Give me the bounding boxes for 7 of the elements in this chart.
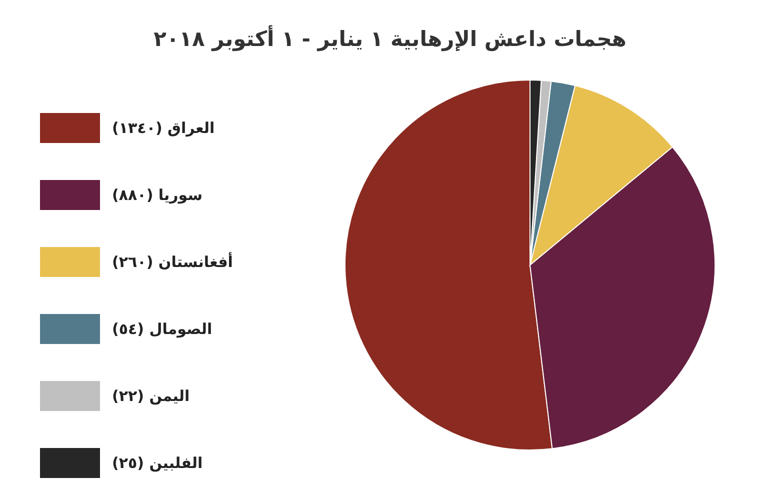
legend-label: اليمن (٢٢) [112, 387, 190, 405]
legend-label: العراق (١٣٤٠) [112, 119, 215, 137]
legend-label: الفلبين (٢٥) [112, 454, 203, 472]
legend-label: سوريا (٨٨٠) [112, 186, 202, 204]
legend-label: الصومال (٥٤) [112, 320, 212, 338]
legend-label: أفغانستان (٢٦٠) [112, 252, 233, 271]
chart-title: هجمات داعش الإرهابية ١ يناير - ١ أكتوبر ٢٠١٨ [154, 25, 626, 52]
